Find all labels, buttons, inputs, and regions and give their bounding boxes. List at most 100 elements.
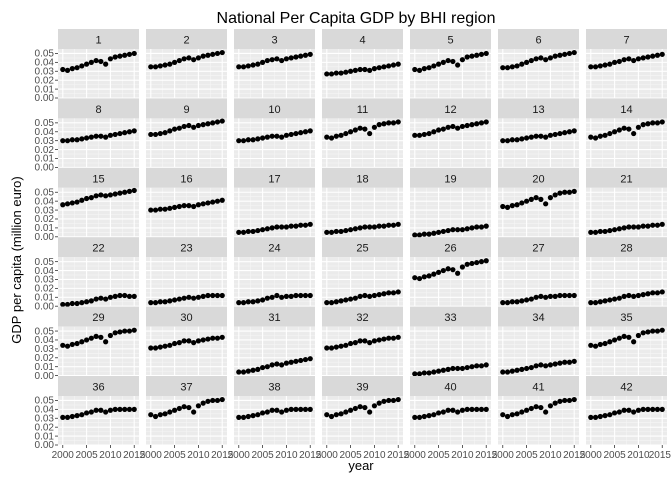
data-point [602, 132, 608, 138]
data-point [588, 229, 594, 235]
data-point [538, 293, 544, 299]
data-point [607, 297, 613, 303]
data-point [566, 129, 573, 135]
data-point [592, 414, 599, 420]
facet-strip [146, 237, 227, 258]
data-point [293, 223, 299, 229]
data-point [250, 228, 256, 235]
data-point [307, 128, 313, 134]
data-point [631, 293, 637, 299]
x-tick-label: 2010 [99, 450, 122, 461]
x-tick-label: 2010 [363, 450, 386, 461]
data-point [552, 53, 558, 59]
data-point [240, 369, 247, 375]
data-point [621, 333, 627, 339]
data-point [122, 130, 128, 136]
data-point [324, 229, 330, 235]
data-point [455, 125, 461, 131]
data-point [293, 358, 299, 364]
data-point [621, 57, 627, 63]
data-point [435, 127, 442, 133]
data-point [219, 292, 225, 299]
data-point [112, 131, 118, 138]
data-point [386, 120, 392, 126]
data-point [381, 223, 387, 229]
data-point [343, 342, 349, 348]
facet-strip [58, 98, 139, 119]
data-point [386, 397, 392, 404]
x-tick-label: 2010 [187, 450, 210, 461]
data-point [635, 407, 642, 413]
data-point [426, 130, 432, 137]
data-point [103, 61, 109, 67]
data-point [250, 299, 256, 305]
data-point [181, 295, 187, 301]
facet-panel: 2 [146, 29, 227, 99]
data-point [98, 58, 104, 65]
facet-strip [410, 167, 491, 188]
data-point [240, 64, 247, 70]
data-point [386, 335, 392, 341]
data-point [376, 400, 382, 406]
data-point [654, 290, 661, 296]
data-point [445, 57, 451, 64]
data-point [464, 54, 470, 60]
data-point [79, 412, 85, 418]
data-point [626, 292, 632, 299]
facet-strip [58, 167, 139, 188]
facet-strip-label: 7 [623, 35, 629, 47]
data-point [519, 366, 525, 372]
data-point [431, 369, 437, 375]
data-point [148, 412, 154, 418]
data-point [181, 203, 187, 209]
data-point [255, 227, 261, 234]
data-point [386, 290, 392, 296]
facet-strip [498, 376, 579, 396]
data-point [557, 190, 563, 196]
facet-strip [498, 167, 579, 188]
facet-strip [410, 306, 491, 327]
data-point [469, 364, 475, 370]
data-point [210, 51, 216, 57]
facet-strip [58, 376, 139, 396]
data-point [602, 413, 608, 419]
data-point [469, 225, 475, 231]
y-tick-label: 0.01 [35, 362, 55, 373]
facet-strip-label: 22 [92, 243, 104, 255]
data-point [571, 188, 577, 194]
data-point [588, 300, 594, 306]
data-point [440, 267, 446, 274]
y-tick-label: 0.00 [35, 440, 55, 451]
data-point [376, 122, 382, 128]
data-point [381, 64, 387, 70]
data-point [219, 118, 225, 124]
data-point [307, 406, 313, 412]
data-point [298, 53, 304, 59]
data-point [431, 271, 437, 277]
data-point [483, 406, 489, 412]
data-point [654, 328, 661, 334]
facet-strip-label: 24 [268, 243, 280, 255]
data-point [616, 295, 622, 301]
data-point [362, 66, 368, 73]
data-point [255, 136, 261, 142]
y-tick-label: 0.05 [35, 118, 55, 129]
facet-strip [410, 98, 491, 119]
data-point [509, 299, 515, 305]
data-point [519, 136, 525, 142]
data-point [60, 301, 66, 308]
data-point [298, 292, 304, 299]
x-tick-label: 2015 [123, 450, 146, 461]
facet-panel: 40 2000 2005 2010 2015 [404, 376, 498, 461]
data-point [347, 407, 354, 413]
data-point [616, 335, 622, 341]
data-point [152, 300, 159, 306]
data-point [79, 63, 85, 69]
x-tick-label: 2010 [539, 450, 562, 461]
data-point [250, 413, 256, 419]
data-point [279, 409, 285, 415]
data-point [650, 222, 656, 228]
x-tick-label: 2005 [603, 450, 626, 461]
data-point [533, 404, 539, 410]
data-point [611, 337, 618, 343]
